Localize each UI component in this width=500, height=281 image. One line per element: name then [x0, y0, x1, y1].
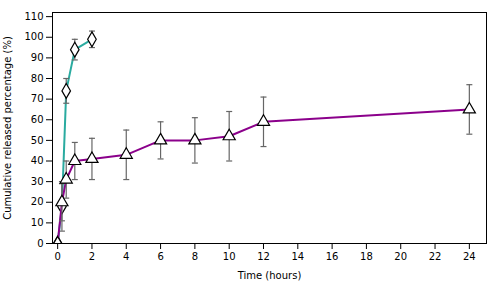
- svg-text:80: 80: [31, 73, 44, 84]
- svg-text:0: 0: [54, 251, 60, 262]
- svg-text:20: 20: [394, 251, 407, 262]
- svg-text:20: 20: [31, 196, 44, 207]
- svg-text:Cumulative released percentage: Cumulative released percentage (%): [2, 36, 13, 220]
- svg-text:30: 30: [31, 176, 44, 187]
- svg-text:18: 18: [360, 251, 373, 262]
- svg-text:12: 12: [257, 251, 270, 262]
- svg-text:70: 70: [31, 93, 44, 104]
- svg-text:Time (hours): Time (hours): [237, 270, 302, 281]
- svg-text:60: 60: [31, 114, 44, 125]
- svg-text:14: 14: [291, 251, 304, 262]
- svg-text:40: 40: [31, 155, 44, 166]
- svg-text:16: 16: [326, 251, 339, 262]
- svg-text:10: 10: [31, 217, 44, 228]
- svg-text:6: 6: [157, 251, 163, 262]
- svg-text:50: 50: [31, 135, 44, 146]
- svg-text:110: 110: [24, 11, 43, 22]
- svg-text:2: 2: [89, 251, 95, 262]
- svg-text:90: 90: [31, 52, 44, 63]
- svg-text:4: 4: [123, 251, 129, 262]
- svg-text:22: 22: [429, 251, 442, 262]
- svg-text:8: 8: [192, 251, 198, 262]
- svg-text:10: 10: [223, 251, 236, 262]
- svg-text:24: 24: [463, 251, 476, 262]
- svg-text:0: 0: [37, 238, 43, 249]
- svg-text:100: 100: [24, 31, 43, 42]
